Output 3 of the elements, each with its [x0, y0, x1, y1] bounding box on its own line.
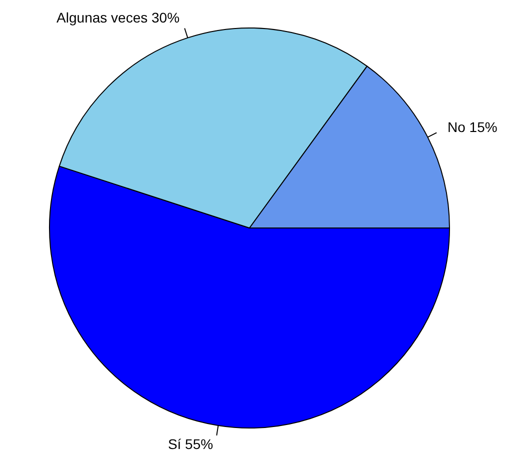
slice-label: Sí 55% — [168, 436, 214, 452]
slice-label: No 15% — [448, 118, 498, 135]
slice-label: Algunas veces 30% — [56, 10, 180, 26]
